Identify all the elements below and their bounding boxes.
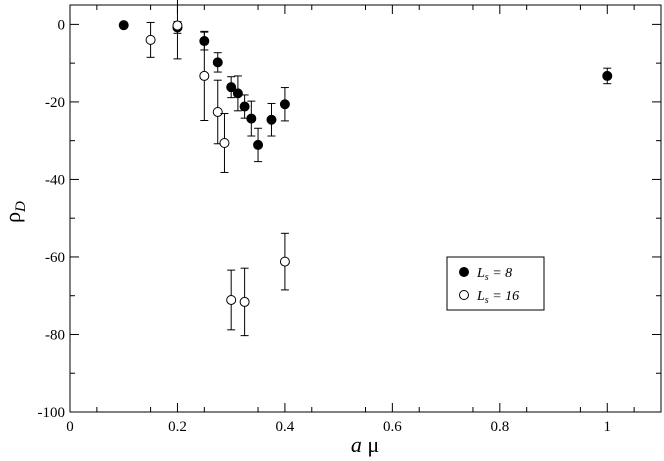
data-point: [172, 20, 183, 31]
x-tick-label: 0.4: [276, 419, 295, 435]
x-tick-label: 0: [66, 419, 74, 435]
series-ls8: [118, 20, 613, 163]
x-tick-label: 1: [604, 419, 612, 435]
data-point: [239, 296, 250, 307]
y-axis: -100 -80 -60 -40 -20 0: [38, 17, 661, 421]
data-point: [279, 99, 290, 110]
y-tick-label: 0: [58, 17, 66, 33]
data-point: [226, 294, 237, 305]
legend-label-ls8-sub: s: [485, 272, 489, 283]
y-tick-label: -60: [45, 250, 65, 266]
legend-label-ls16: Ls = 16: [476, 289, 519, 306]
legend: Ls = 8 Ls = 16: [446, 256, 545, 311]
x-tick-label: 0.2: [168, 419, 187, 435]
y-tick-label: -20: [45, 95, 65, 111]
data-point: [219, 137, 230, 148]
data-point: [279, 256, 290, 267]
data-point: [602, 70, 613, 81]
data-point: [212, 57, 223, 68]
y-axis-title: ρD: [0, 201, 29, 223]
legend-label-ls8: Ls = 8: [476, 266, 512, 283]
legend-label-ls8-main: L: [476, 266, 485, 281]
y-axis-title-main: ρ: [0, 212, 25, 223]
legend-box: [446, 256, 545, 311]
plot-frame: [69, 4, 662, 413]
data-point: [239, 101, 250, 112]
x-tick-label: 0.6: [383, 419, 402, 435]
y-tick-label: -40: [45, 172, 65, 188]
legend-label-ls16-sub: s: [485, 295, 489, 306]
data-point: [145, 34, 156, 45]
legend-label-ls8-rest: = 8: [489, 266, 512, 281]
data-point: [199, 70, 210, 81]
data-point: [253, 139, 264, 150]
data-series: [118, 0, 613, 337]
x-tick-label: 0.8: [490, 419, 509, 435]
data-point: [226, 82, 237, 93]
data-point: [118, 20, 129, 31]
y-tick-label: -100: [38, 405, 66, 421]
y-tick-label: -80: [45, 327, 65, 343]
x-axis-title: a μ: [351, 432, 379, 457]
y-axis-title-sub: D: [13, 201, 29, 213]
x-axis: 0 0.2 0.4 0.6 0.8 1: [66, 5, 635, 435]
data-point: [232, 88, 243, 99]
x-axis-title-italic: a: [351, 432, 362, 457]
legend-label-ls16-rest: = 16: [489, 289, 519, 304]
data-point: [266, 114, 277, 125]
legend-label-ls16-main: L: [476, 289, 485, 304]
legend-marker-ls16: [459, 290, 469, 300]
series-ls16: [145, 0, 290, 337]
data-point: [246, 113, 257, 124]
data-point: [212, 106, 223, 117]
legend-marker-ls8: [459, 267, 469, 277]
x-axis-title-rest: μ: [362, 432, 379, 457]
